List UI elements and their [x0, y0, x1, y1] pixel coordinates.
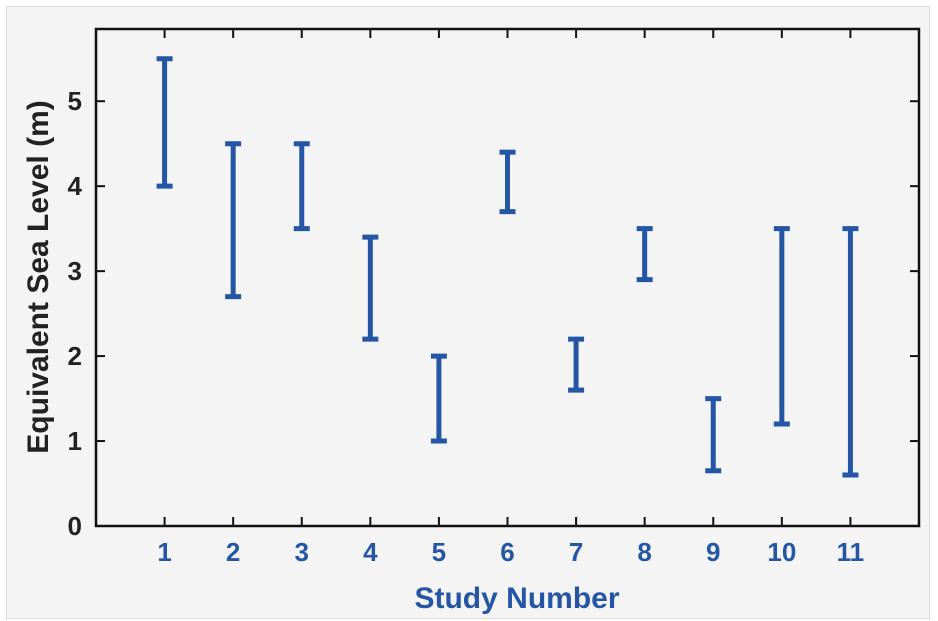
x-tick-label: 2 [226, 537, 240, 567]
y-tick-label: 5 [68, 86, 82, 116]
error-bar-study-3 [293, 141, 310, 232]
y-tick-label: 3 [68, 256, 82, 286]
figure-background [6, 6, 930, 619]
error-bar-study-5 [430, 353, 447, 444]
y-tick-label: 4 [68, 171, 83, 201]
plot-area-frame [94, 27, 921, 528]
x-tick-label: 1 [157, 537, 171, 567]
error-bar-study-11 [842, 226, 859, 478]
x-tick-label: 11 [837, 537, 865, 567]
y-tick-label: 2 [68, 341, 82, 371]
error-bar-study-2 [225, 141, 242, 300]
x-tick-label: 9 [706, 537, 720, 567]
error-bar-study-7 [568, 336, 585, 393]
x-axis-title: Study Number [414, 582, 619, 615]
x-tick-label: 5 [432, 537, 446, 567]
y-tick-label: 0 [68, 511, 82, 541]
x-tick-label: 3 [295, 537, 309, 567]
x-tick-label: 6 [500, 537, 514, 567]
error-bars [156, 56, 859, 478]
error-bar-study-10 [773, 226, 790, 427]
y-axis-ticks: 0 1 2 3 4 5 [68, 86, 919, 541]
x-axis-ticks: 1 2 3 4 5 6 7 8 9 10 11 [157, 29, 864, 567]
y-tick-label: 1 [68, 426, 82, 456]
x-tick-label: 10 [767, 537, 796, 567]
error-bar-study-1 [156, 56, 173, 189]
x-tick-label: 4 [363, 537, 378, 567]
x-tick-label: 7 [569, 537, 583, 567]
error-bar-study-8 [636, 226, 653, 283]
error-bar-study-9 [705, 396, 722, 474]
error-bar-study-6 [499, 149, 516, 215]
y-axis-title: Equivalent Sea Level (m) [22, 100, 55, 453]
x-tick-label: 8 [637, 537, 651, 567]
error-bar-study-4 [362, 234, 379, 342]
